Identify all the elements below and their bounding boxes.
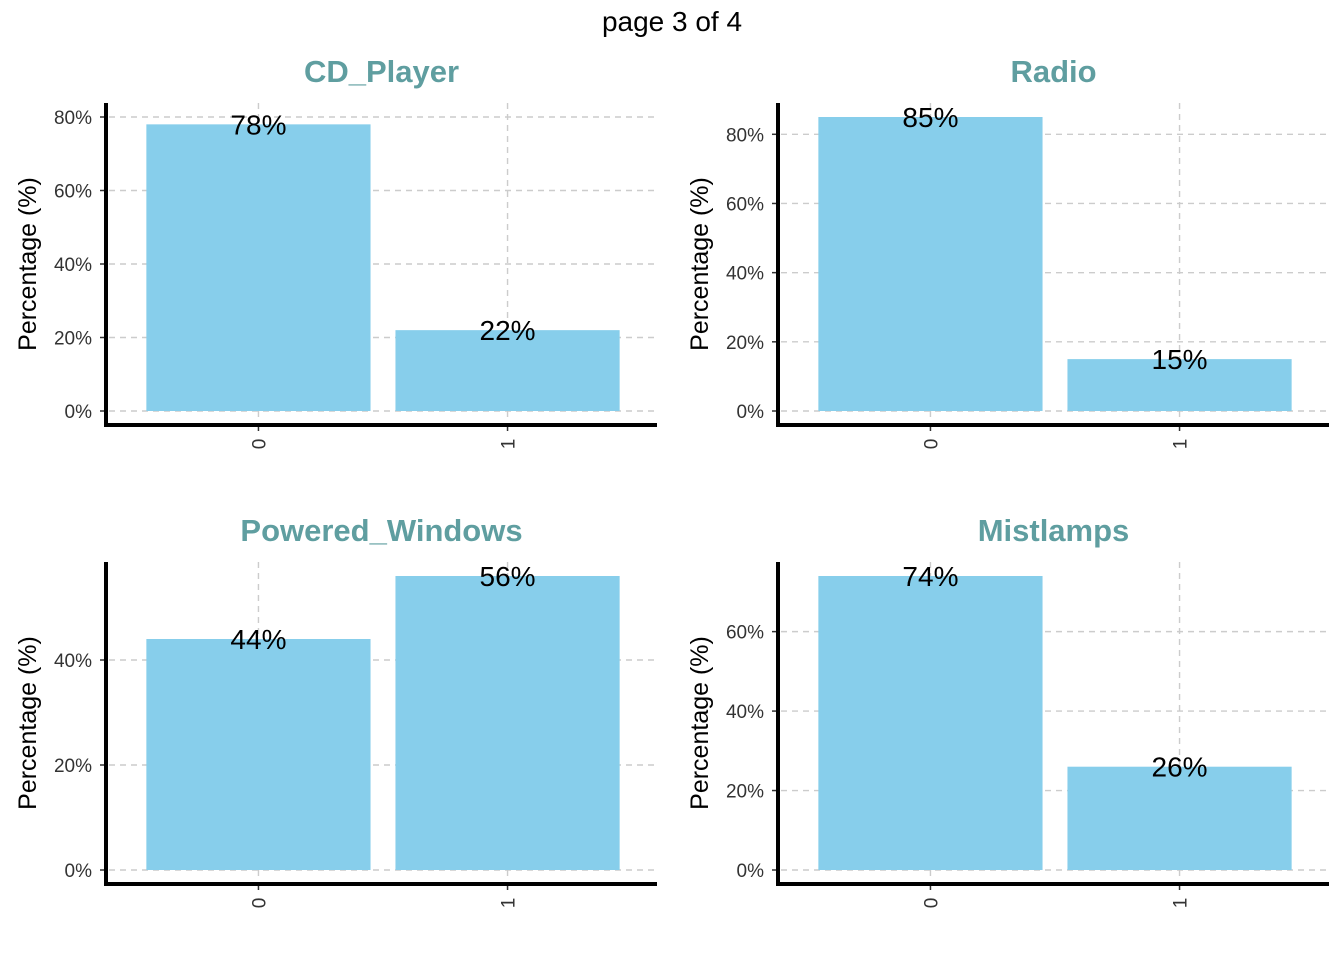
chart-title: CD_Player (304, 54, 459, 89)
chart-panel-radio: 0% 20% 40% 60% 80% 85% 15% 0 1 Percentage (%) Radi… (686, 54, 1329, 449)
y-tick-label: 0% (737, 861, 765, 882)
y-tick-label: 20% (726, 333, 764, 354)
chart-panel-powered-windows: 0% 20% 40% 44% 56% 0 1 Percentage (%) Powered_Wi… (14, 513, 657, 908)
chart-title: Mistlamps (978, 513, 1130, 548)
x-tick-label: 0 (921, 898, 942, 909)
bar-1 (395, 576, 620, 870)
bar-0 (146, 639, 371, 870)
bar-1 (1067, 359, 1292, 411)
bar-0 (818, 117, 1043, 411)
page-title: page 3 of 4 (601, 6, 743, 37)
data-label: 85% (902, 102, 958, 133)
data-label: 56% (480, 561, 536, 592)
y-tick-label: 60% (54, 182, 92, 203)
y-tick-label: 60% (726, 623, 764, 644)
y-tick-label: 0% (65, 861, 93, 882)
data-label: 74% (902, 561, 958, 592)
y-tick-label: 80% (54, 108, 92, 129)
x-tick-label: 0 (249, 898, 270, 909)
data-label: 15% (1152, 344, 1208, 375)
data-label: 22% (480, 315, 536, 346)
y-tick-label: 60% (726, 194, 764, 215)
y-axis-title: Percentage (%) (14, 636, 42, 810)
axis-lines (104, 562, 657, 886)
y-tick-label: 20% (54, 329, 92, 350)
bar-1 (1067, 766, 1292, 870)
axis-lines (104, 103, 657, 427)
data-label: 44% (230, 624, 286, 655)
y-tick-label: 20% (54, 756, 92, 777)
data-label: 26% (1152, 752, 1208, 783)
axis-lines (776, 103, 1329, 427)
y-axis-title: Percentage (%) (14, 177, 42, 351)
y-tick-label: 40% (726, 702, 764, 723)
axis-lines (776, 562, 1329, 886)
data-label: 78% (230, 109, 286, 140)
y-tick-label: 0% (65, 402, 93, 423)
y-axis-title: Percentage (%) (686, 177, 714, 351)
y-tick-label: 0% (737, 402, 765, 423)
y-tick-label: 40% (726, 264, 764, 285)
bar-1 (395, 330, 620, 411)
y-axis-title: Percentage (%) (686, 636, 714, 810)
chart-panel-cd-player: 0% 20% 40% 60% 80% 78% 22% 0 1 Percentage (%) CD_P… (14, 54, 657, 449)
y-tick-label: 40% (54, 651, 92, 672)
x-tick-label: 1 (499, 898, 520, 909)
x-tick-label: 1 (1171, 439, 1192, 450)
y-tick-label: 80% (726, 125, 764, 146)
chart-title: Radio (1010, 54, 1096, 89)
bar-0 (818, 576, 1043, 870)
chart-panel-mistlamps: 0% 20% 40% 60% 74% 26% 0 1 Percentage (%) Mistlam… (686, 513, 1329, 908)
y-tick-label: 40% (54, 255, 92, 276)
x-tick-label: 0 (921, 439, 942, 450)
y-tick-label: 20% (726, 782, 764, 803)
x-tick-label: 0 (249, 439, 270, 450)
x-tick-label: 1 (1171, 898, 1192, 909)
x-tick-label: 1 (499, 439, 520, 450)
chart-title: Powered_Windows (240, 513, 522, 548)
bar-0 (146, 124, 371, 411)
